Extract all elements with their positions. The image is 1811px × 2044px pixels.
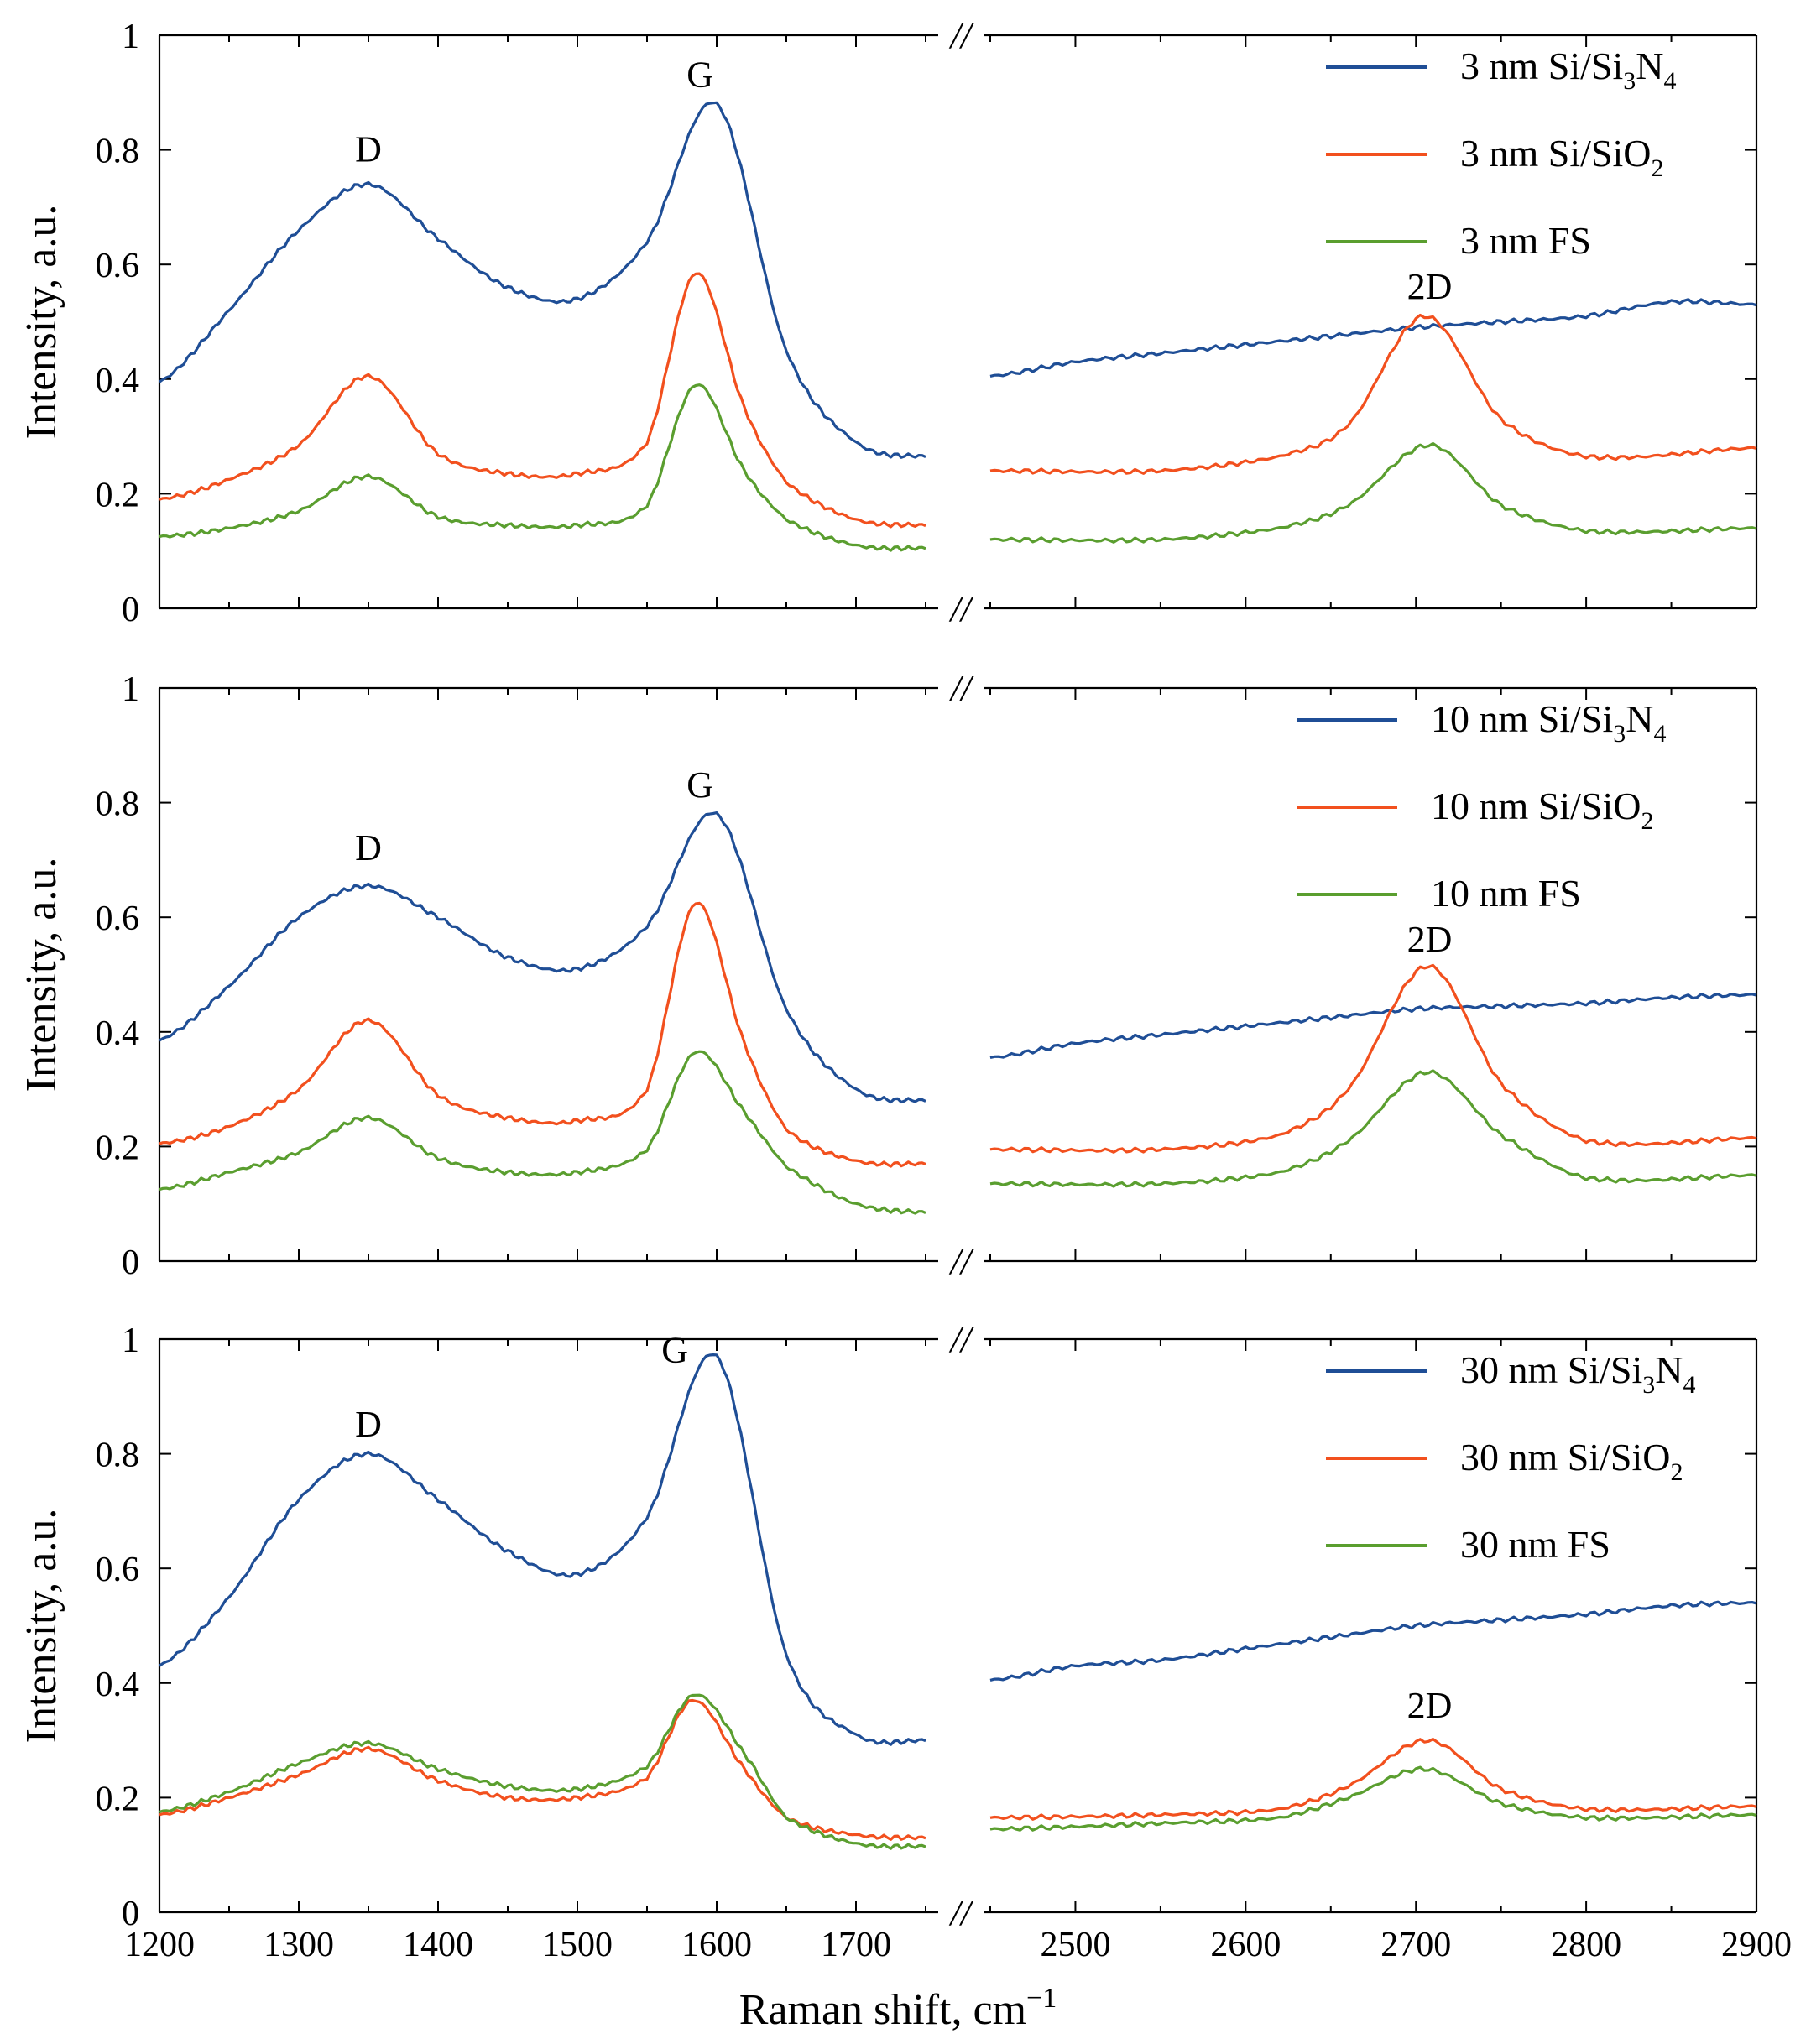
- legend-label: 10 nm Si/SiO2: [1431, 785, 1654, 835]
- x-axis-label-superscript: −1: [1026, 1983, 1057, 2014]
- y-tick-label: 0.2: [96, 1780, 140, 1818]
- y-tick-label: 0.6: [96, 247, 140, 285]
- legend-label: 30 nm Si/SiO2: [1460, 1436, 1683, 1486]
- x-tick-label-left: 1500: [542, 1926, 613, 1964]
- y-tick-label: 0.4: [96, 1666, 140, 1704]
- legend-label: 3 nm Si/SiO2: [1460, 132, 1664, 182]
- x-axis-label: Raman shift, cm−1: [739, 1983, 1057, 2034]
- series-line-left: [159, 101, 926, 459]
- peak-label: G: [661, 1329, 688, 1370]
- series-line-right: [989, 1069, 1757, 1188]
- series-line-right: [989, 1765, 1757, 1832]
- peak-label: G: [686, 54, 713, 95]
- axis-break-mark: //: [948, 1319, 974, 1360]
- y-tick-label: 0.8: [96, 133, 140, 171]
- series-line-right: [989, 993, 1757, 1060]
- legend-entry: 30 nm FS: [1326, 1523, 1610, 1566]
- y-tick-label: 0.6: [96, 1551, 140, 1589]
- y-tick-label: 1: [122, 18, 139, 56]
- x-tick-label-right: 2700: [1380, 1926, 1451, 1964]
- series-line-left: [159, 1698, 926, 1841]
- peak-label: 2D: [1407, 266, 1453, 307]
- axis-break-mark: //: [948, 1892, 974, 1933]
- chart-panel-panel-30nm: // // 0 0.2 0.4 0.6 0.8 1 1200 1300 1400 1500 1600 17…: [18, 1319, 1792, 1964]
- y-tick-label: 0.8: [96, 1437, 140, 1475]
- series-line-right: [989, 298, 1757, 378]
- legend-entry: 10 nm Si/Si3N4: [1297, 697, 1667, 748]
- legend-entry: 3 nm Si/SiO2: [1326, 132, 1664, 182]
- peak-label: D: [355, 827, 382, 868]
- y-tick-label: 0.2: [96, 476, 140, 514]
- x-tick-label-left: 1200: [124, 1926, 195, 1964]
- legend-entry: 10 nm Si/SiO2: [1297, 785, 1654, 835]
- series-line-right: [989, 1738, 1757, 1821]
- axis-break-mark: //: [948, 668, 974, 709]
- series-line-right: [989, 441, 1757, 544]
- y-tick-label: 0.6: [96, 899, 140, 938]
- legend-label: 3 nm Si/Si3N4: [1460, 44, 1677, 95]
- peak-label: D: [355, 1404, 382, 1445]
- legend-label: 3 nm FS: [1460, 219, 1591, 262]
- legend-entry: 30 nm Si/Si3N4: [1326, 1348, 1696, 1399]
- y-tick-label: 0.4: [96, 362, 140, 400]
- peak-label: G: [686, 764, 713, 806]
- x-tick-label-left: 1300: [264, 1926, 334, 1964]
- y-tick-label: 0.2: [96, 1129, 140, 1167]
- peak-label: 2D: [1407, 1685, 1453, 1726]
- series-1: [159, 1353, 1757, 1746]
- y-tick-label: 0: [122, 1244, 139, 1282]
- series-1: [159, 811, 1757, 1104]
- legend-entry: 3 nm Si/Si3N4: [1326, 44, 1677, 95]
- y-axis-label: Intensity, a.u.: [18, 858, 65, 1092]
- series-line-left: [159, 1693, 926, 1850]
- legend-entry: 30 nm Si/SiO2: [1326, 1436, 1683, 1486]
- axis-break-mark: //: [948, 15, 974, 56]
- x-tick-label-left: 1600: [681, 1926, 752, 1964]
- series-3: [159, 383, 1757, 552]
- legend-label: 10 nm FS: [1431, 872, 1581, 915]
- series-1: [159, 101, 1757, 459]
- x-tick-label-right: 2900: [1721, 1926, 1792, 1964]
- x-tick-label-right: 2600: [1210, 1926, 1281, 1964]
- y-tick-label: 1: [122, 670, 139, 709]
- y-tick-label: 0.4: [96, 1014, 140, 1053]
- legend-entry: 10 nm FS: [1297, 872, 1581, 915]
- x-tick-label-right: 2800: [1551, 1926, 1621, 1964]
- series-2: [159, 901, 1757, 1168]
- series-3: [159, 1693, 1757, 1850]
- x-tick-label-left: 1400: [403, 1926, 473, 1964]
- series-line-right: [989, 1600, 1757, 1682]
- series-2: [159, 272, 1757, 529]
- axis-break-mark: //: [948, 1241, 974, 1282]
- series-line-left: [159, 1050, 926, 1215]
- legend-label: 30 nm Si/Si3N4: [1460, 1348, 1696, 1399]
- x-tick-label-right: 2500: [1040, 1926, 1110, 1964]
- y-axis-label: Intensity, a.u.: [18, 205, 65, 440]
- legend-entry: 3 nm FS: [1326, 219, 1591, 262]
- series-line-left: [159, 272, 926, 529]
- peak-label: D: [355, 128, 382, 169]
- axis-break-mark: //: [948, 588, 974, 629]
- y-tick-label: 1: [122, 1322, 139, 1360]
- y-tick-label: 0.8: [96, 785, 140, 824]
- series-line-left: [159, 811, 926, 1104]
- series-3: [159, 1050, 1757, 1215]
- series-line-right: [989, 313, 1757, 476]
- y-tick-label: 0: [122, 591, 139, 629]
- legend-label: 10 nm Si/Si3N4: [1431, 697, 1667, 748]
- x-tick-label-left: 1700: [821, 1926, 891, 1964]
- y-tick-label: 0: [122, 1895, 139, 1933]
- series-2: [159, 1698, 1757, 1841]
- peak-label: 2D: [1407, 919, 1453, 960]
- series-line-right: [989, 963, 1757, 1154]
- legend-label: 30 nm FS: [1460, 1523, 1610, 1566]
- y-axis-label: Intensity, a.u.: [18, 1509, 65, 1744]
- series-line-left: [159, 383, 926, 552]
- series-line-left: [159, 901, 926, 1168]
- series-line-left: [159, 1353, 926, 1746]
